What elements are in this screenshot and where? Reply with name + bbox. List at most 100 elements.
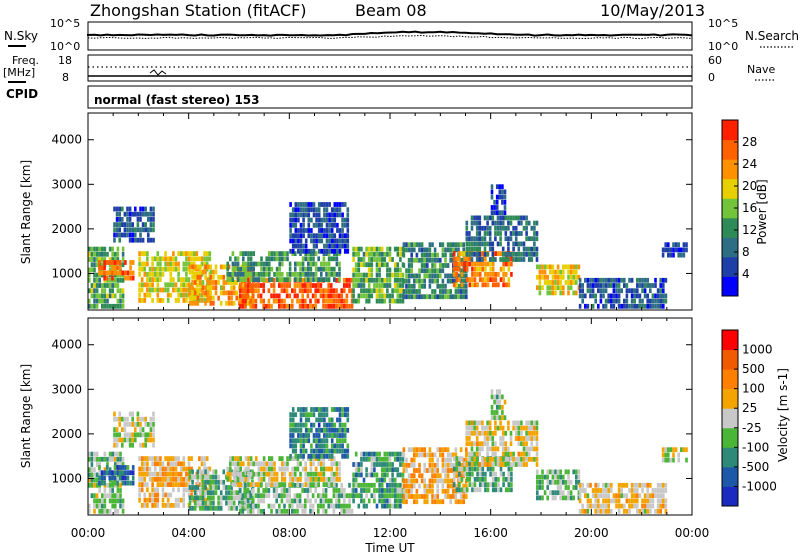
velocity-cell [338,433,342,438]
power-cell [659,293,662,299]
power-cell [185,266,188,272]
power-cell [262,283,265,288]
power-cell [393,262,397,268]
power-cell [206,280,210,285]
velocity-cell [343,433,347,438]
power-cell [483,215,487,221]
velocity-cell [475,456,479,462]
power-cell [431,263,434,268]
velocity-cell [431,499,434,505]
power-cell [128,222,132,227]
cpid-label: CPID [6,87,38,101]
velocity-cell [95,493,99,499]
velocity-cell [323,453,326,459]
velocity-cell [475,451,479,457]
velocity-cell [152,437,155,443]
velocity-cell [454,499,458,505]
power-cell [222,280,226,285]
power-cell [510,272,513,277]
power-cell [617,293,621,299]
velocity-cell [436,473,439,479]
power-cell [367,267,371,273]
velocity-cell [494,461,498,467]
velocity-cell [597,503,600,509]
power-cell [354,272,358,278]
power-cell [268,261,271,267]
power-cell [259,298,263,304]
velocity-cell [352,472,355,478]
velocity-cell [273,461,276,467]
power-cell [304,303,307,309]
velocity-cell [262,456,266,461]
velocity-cell [617,508,621,514]
power-cell [320,222,324,228]
velocity-cell [620,488,623,493]
velocity-cell [322,508,325,514]
velocity-cell [314,471,318,477]
power-cell [393,246,397,252]
power-cell [159,266,162,272]
power-cell [628,277,631,283]
power-cell [459,294,463,300]
velocity-cell [486,430,489,436]
velocity-cell [153,492,157,498]
power-cell [503,189,507,195]
power-cell [475,215,479,221]
velocity-cell [581,508,584,514]
power-cell [423,252,426,258]
velocity-cell [330,443,334,449]
power-cell [391,288,394,294]
power-cell [153,277,157,282]
power-cell [370,257,374,262]
power-cell [302,207,305,213]
velocity-cell [138,497,141,503]
power-cell [654,298,657,304]
power-cell [177,292,180,298]
velocity-cell [327,477,331,482]
velocity-cell [465,420,469,426]
velocity-cell [148,497,152,503]
velocity-cell [338,407,342,412]
power-cell [244,251,248,256]
power-cell [311,283,315,288]
x-tick-label: 20:00 [574,526,609,540]
velocity-cell [501,441,505,447]
velocity-cell [306,488,310,493]
velocity-cell [291,498,294,504]
velocity-cell [483,425,487,431]
velocity-cell [396,456,400,462]
power-cell [444,273,447,279]
nsearch-tick-bottom: 10^0 [708,40,738,53]
power-cell [439,283,442,289]
velocity-cell [296,503,299,509]
velocity-cell [520,420,523,426]
velocity-cell [299,461,302,467]
power-cell [428,273,432,279]
power-cell [589,288,592,294]
power-cell [401,272,405,278]
power-cell [204,269,207,275]
power-cell [656,293,660,299]
power-cell [610,283,613,288]
power-cell [407,283,411,289]
velocity-cell [488,420,492,426]
velocity-cell [352,462,355,467]
velocity-cell [255,461,258,467]
velocity-cell [338,438,342,444]
velocity-cell [201,495,205,501]
velocity-cell [465,487,469,493]
power-cell [525,236,528,242]
velocity-cell [643,493,647,499]
velocity-cell [415,447,419,453]
power-cell [646,303,649,309]
velocity-cell [270,482,274,487]
power-cell [348,288,351,294]
power-cell [594,277,597,283]
velocity-cell [131,437,134,443]
power-cell [641,298,644,304]
velocity-cell [257,493,260,499]
power-cell [418,278,421,284]
power-cell [343,303,346,309]
power-cell [449,294,452,300]
power-cell [177,261,180,267]
